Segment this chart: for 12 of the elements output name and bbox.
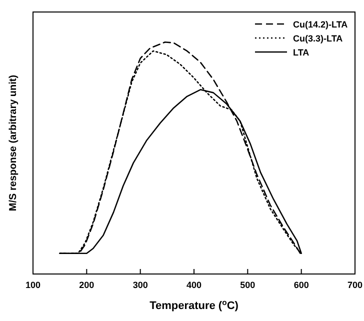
- x-tick-label: 400: [186, 280, 202, 290]
- x-tick-label: 100: [25, 280, 41, 290]
- x-tick-label: 200: [79, 280, 94, 290]
- legend-label: LTA: [293, 48, 310, 58]
- x-tick-label: 600: [294, 280, 309, 290]
- x-tick-label: 500: [240, 280, 256, 290]
- x-tick-label: 700: [347, 280, 363, 290]
- legend-label: Cu(14.2)-LTA: [293, 20, 348, 30]
- x-axis-title: Temperature ($^{o}$C): [150, 298, 239, 312]
- legend-label: Cu(3.3)-LTA: [293, 34, 344, 44]
- x-tick-label: 300: [132, 280, 148, 290]
- y-axis-title: M/S response (arbitrary unit): [8, 74, 19, 212]
